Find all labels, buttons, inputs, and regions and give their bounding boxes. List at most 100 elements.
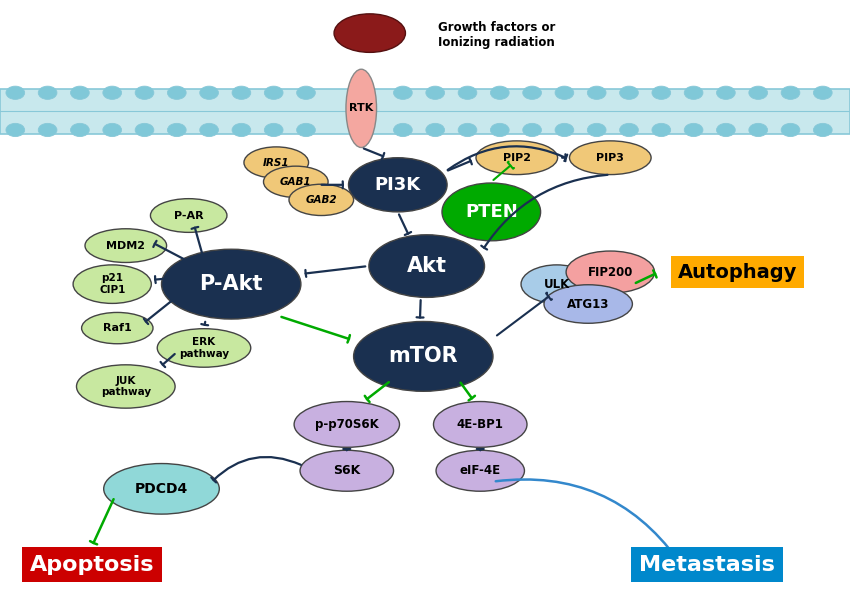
Text: P-AR: P-AR bbox=[174, 211, 203, 220]
Text: PDCD4: PDCD4 bbox=[135, 482, 188, 496]
Text: p-p70S6K: p-p70S6K bbox=[314, 418, 378, 431]
Text: ATG13: ATG13 bbox=[567, 297, 609, 311]
Circle shape bbox=[394, 123, 412, 137]
Ellipse shape bbox=[162, 249, 301, 319]
Ellipse shape bbox=[434, 402, 527, 447]
Text: P-Akt: P-Akt bbox=[200, 274, 263, 294]
Circle shape bbox=[426, 123, 445, 137]
Circle shape bbox=[717, 86, 735, 99]
Circle shape bbox=[71, 86, 89, 99]
Circle shape bbox=[458, 123, 477, 137]
Circle shape bbox=[523, 86, 541, 99]
Ellipse shape bbox=[294, 402, 400, 447]
Circle shape bbox=[749, 123, 768, 137]
Ellipse shape bbox=[442, 183, 541, 241]
Circle shape bbox=[458, 86, 477, 99]
Text: GAB1: GAB1 bbox=[280, 177, 312, 187]
Circle shape bbox=[684, 86, 703, 99]
Ellipse shape bbox=[476, 141, 558, 175]
Ellipse shape bbox=[289, 184, 354, 216]
Text: RTK: RTK bbox=[349, 104, 373, 113]
Text: GAB2: GAB2 bbox=[305, 195, 337, 205]
Ellipse shape bbox=[570, 141, 651, 175]
Circle shape bbox=[167, 123, 186, 137]
Circle shape bbox=[135, 123, 154, 137]
Ellipse shape bbox=[85, 229, 167, 262]
Text: PTEN: PTEN bbox=[465, 203, 518, 221]
Text: IRS1: IRS1 bbox=[263, 158, 290, 167]
Circle shape bbox=[232, 86, 251, 99]
Text: p21
CIP1: p21 CIP1 bbox=[99, 273, 126, 295]
FancyBboxPatch shape bbox=[0, 89, 850, 134]
Text: mTOR: mTOR bbox=[388, 346, 458, 367]
Ellipse shape bbox=[264, 166, 328, 197]
Text: PIP3: PIP3 bbox=[597, 153, 624, 163]
Circle shape bbox=[587, 86, 606, 99]
Circle shape bbox=[135, 86, 154, 99]
Circle shape bbox=[426, 86, 445, 99]
Ellipse shape bbox=[369, 235, 484, 297]
Text: PI3K: PI3K bbox=[375, 176, 421, 194]
Ellipse shape bbox=[354, 321, 493, 391]
Ellipse shape bbox=[334, 14, 405, 52]
Circle shape bbox=[652, 86, 671, 99]
Ellipse shape bbox=[76, 365, 175, 408]
Text: 4E-BP1: 4E-BP1 bbox=[456, 418, 504, 431]
Text: ULK: ULK bbox=[544, 278, 570, 291]
Circle shape bbox=[555, 86, 574, 99]
Text: eIF-4E: eIF-4E bbox=[460, 464, 501, 477]
Circle shape bbox=[394, 86, 412, 99]
Text: S6K: S6K bbox=[333, 464, 360, 477]
Circle shape bbox=[620, 86, 638, 99]
Circle shape bbox=[717, 123, 735, 137]
Circle shape bbox=[749, 86, 768, 99]
Ellipse shape bbox=[521, 265, 592, 303]
Circle shape bbox=[264, 123, 283, 137]
Circle shape bbox=[264, 86, 283, 99]
Ellipse shape bbox=[566, 251, 654, 293]
Circle shape bbox=[684, 123, 703, 137]
Circle shape bbox=[490, 123, 509, 137]
Circle shape bbox=[652, 123, 671, 137]
Ellipse shape bbox=[82, 312, 153, 344]
Text: Metastasis: Metastasis bbox=[639, 554, 775, 575]
Circle shape bbox=[523, 123, 541, 137]
Ellipse shape bbox=[157, 329, 251, 367]
Circle shape bbox=[813, 86, 832, 99]
Ellipse shape bbox=[150, 199, 227, 232]
Circle shape bbox=[38, 123, 57, 137]
Circle shape bbox=[103, 86, 122, 99]
Circle shape bbox=[781, 86, 800, 99]
Circle shape bbox=[103, 123, 122, 137]
Circle shape bbox=[200, 86, 218, 99]
Text: PIP2: PIP2 bbox=[503, 153, 530, 163]
Circle shape bbox=[167, 86, 186, 99]
Circle shape bbox=[490, 86, 509, 99]
Ellipse shape bbox=[348, 158, 447, 212]
Text: FIP200: FIP200 bbox=[587, 265, 633, 279]
Text: Akt: Akt bbox=[406, 256, 447, 276]
Circle shape bbox=[6, 86, 25, 99]
Text: Autophagy: Autophagy bbox=[678, 262, 797, 282]
Circle shape bbox=[781, 123, 800, 137]
Circle shape bbox=[813, 123, 832, 137]
Circle shape bbox=[297, 86, 315, 99]
Circle shape bbox=[38, 86, 57, 99]
Circle shape bbox=[71, 123, 89, 137]
Circle shape bbox=[587, 123, 606, 137]
Text: Raf1: Raf1 bbox=[103, 323, 132, 333]
Circle shape bbox=[555, 123, 574, 137]
Text: JUK
pathway: JUK pathway bbox=[101, 376, 150, 397]
Circle shape bbox=[6, 123, 25, 137]
Ellipse shape bbox=[544, 285, 632, 323]
Text: ERK
pathway: ERK pathway bbox=[179, 337, 229, 359]
Text: Growth factors or
Ionizing radiation: Growth factors or Ionizing radiation bbox=[438, 21, 555, 49]
Ellipse shape bbox=[346, 69, 377, 147]
Circle shape bbox=[620, 123, 638, 137]
Ellipse shape bbox=[73, 265, 151, 303]
Circle shape bbox=[200, 123, 218, 137]
Circle shape bbox=[232, 123, 251, 137]
Circle shape bbox=[297, 123, 315, 137]
Ellipse shape bbox=[244, 147, 309, 178]
Ellipse shape bbox=[300, 450, 394, 491]
